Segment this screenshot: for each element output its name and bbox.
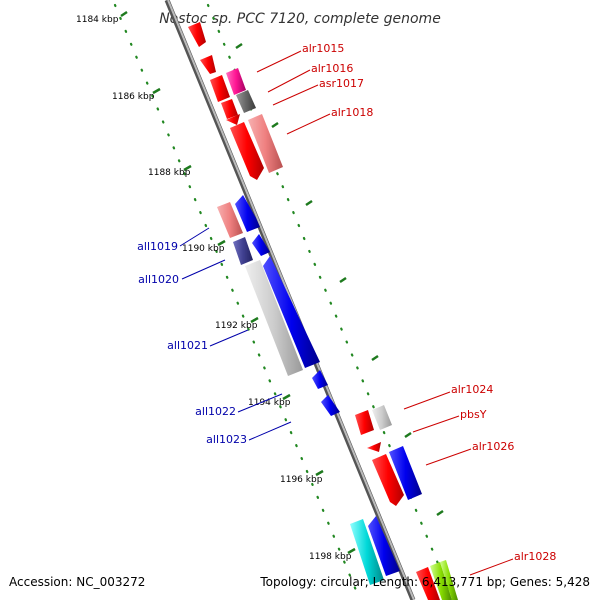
gene-label-all1023: all1023 — [206, 433, 247, 446]
kbp-label-1188: 1188 kbp — [148, 168, 191, 178]
gene-arrow — [312, 370, 328, 389]
gene-arrow — [200, 55, 216, 74]
gene-block — [350, 519, 384, 585]
forward-genes — [188, 22, 458, 600]
gene-labels-forward: alr1015 alr1016 asr1017 alr1018 alr1024 … — [302, 42, 556, 563]
gene-label-all1022: all1022 — [195, 405, 236, 418]
gene-arrow — [368, 516, 400, 576]
gene-block — [217, 202, 243, 238]
gene-block — [226, 68, 246, 95]
gene-arrow — [252, 234, 270, 256]
gene-arrow — [263, 256, 320, 368]
accession-text: Accession: NC_003272 — [9, 575, 145, 589]
gene-block — [233, 237, 253, 265]
gene-block — [430, 562, 452, 600]
topology-text: Topology: circular; Length: 6,413,771 bp… — [259, 575, 590, 589]
gene-label-alr1026: alr1026 — [472, 440, 514, 453]
leader-lines — [179, 50, 514, 576]
scale-track-left — [113, 3, 362, 600]
gene-arrow — [367, 442, 381, 452]
kbp-label-1190: 1190 kbp — [182, 244, 225, 254]
gene-label-asr1017: asr1017 — [319, 77, 364, 90]
gene-block — [221, 99, 238, 119]
gene-arrow — [226, 114, 240, 125]
gene-label-alr1028: alr1028 — [514, 550, 556, 563]
kbp-label-1184: 1184 kbp — [76, 15, 119, 25]
kbp-label-1198: 1198 kbp — [309, 552, 352, 562]
gene-arrow — [188, 22, 206, 47]
gene-block — [236, 90, 256, 113]
gene-arrow — [230, 122, 264, 180]
gene-label-all1020: all1020 — [138, 273, 179, 286]
gene-arrow — [372, 454, 404, 506]
gene-block — [389, 446, 422, 500]
kbp-label-1186: 1186 kbp — [112, 92, 155, 102]
gene-label-all1021: all1021 — [167, 339, 208, 352]
kbp-label-1196: 1196 kbp — [280, 475, 323, 485]
gene-block — [372, 405, 392, 430]
gene-arrow — [321, 395, 340, 416]
kbp-label-1192: 1192 kbp — [215, 321, 258, 331]
gene-label-alr1015: alr1015 — [302, 42, 344, 55]
gene-label-alr1016: alr1016 — [311, 62, 353, 75]
scale-track-right — [206, 3, 455, 600]
gene-label-alr1024: alr1024 — [451, 383, 493, 396]
map-title: Nostoc sp. PCC 7120, complete genome — [159, 11, 441, 27]
gene-label-all1019: all1019 — [137, 240, 178, 253]
reverse-genes — [217, 195, 400, 585]
gene-block — [248, 114, 283, 173]
kbp-label-1194: 1194 kbp — [248, 398, 291, 408]
gene-block — [416, 567, 440, 600]
gene-block — [355, 410, 374, 435]
gene-labels-reverse: all1019 all1020 all1021 all1022 all1023 — [137, 240, 247, 446]
gene-block — [440, 560, 458, 600]
scale-ticks — [120, 10, 444, 555]
gene-arrow — [235, 195, 260, 232]
scale-labels: 1184 kbp 1186 kbp 1188 kbp 1190 kbp 1192… — [76, 15, 352, 562]
gene-block — [245, 260, 303, 376]
gene-label-alr1018: alr1018 — [331, 106, 373, 119]
gene-block — [210, 75, 230, 102]
gene-label-pbsY: pbsY — [460, 408, 487, 421]
